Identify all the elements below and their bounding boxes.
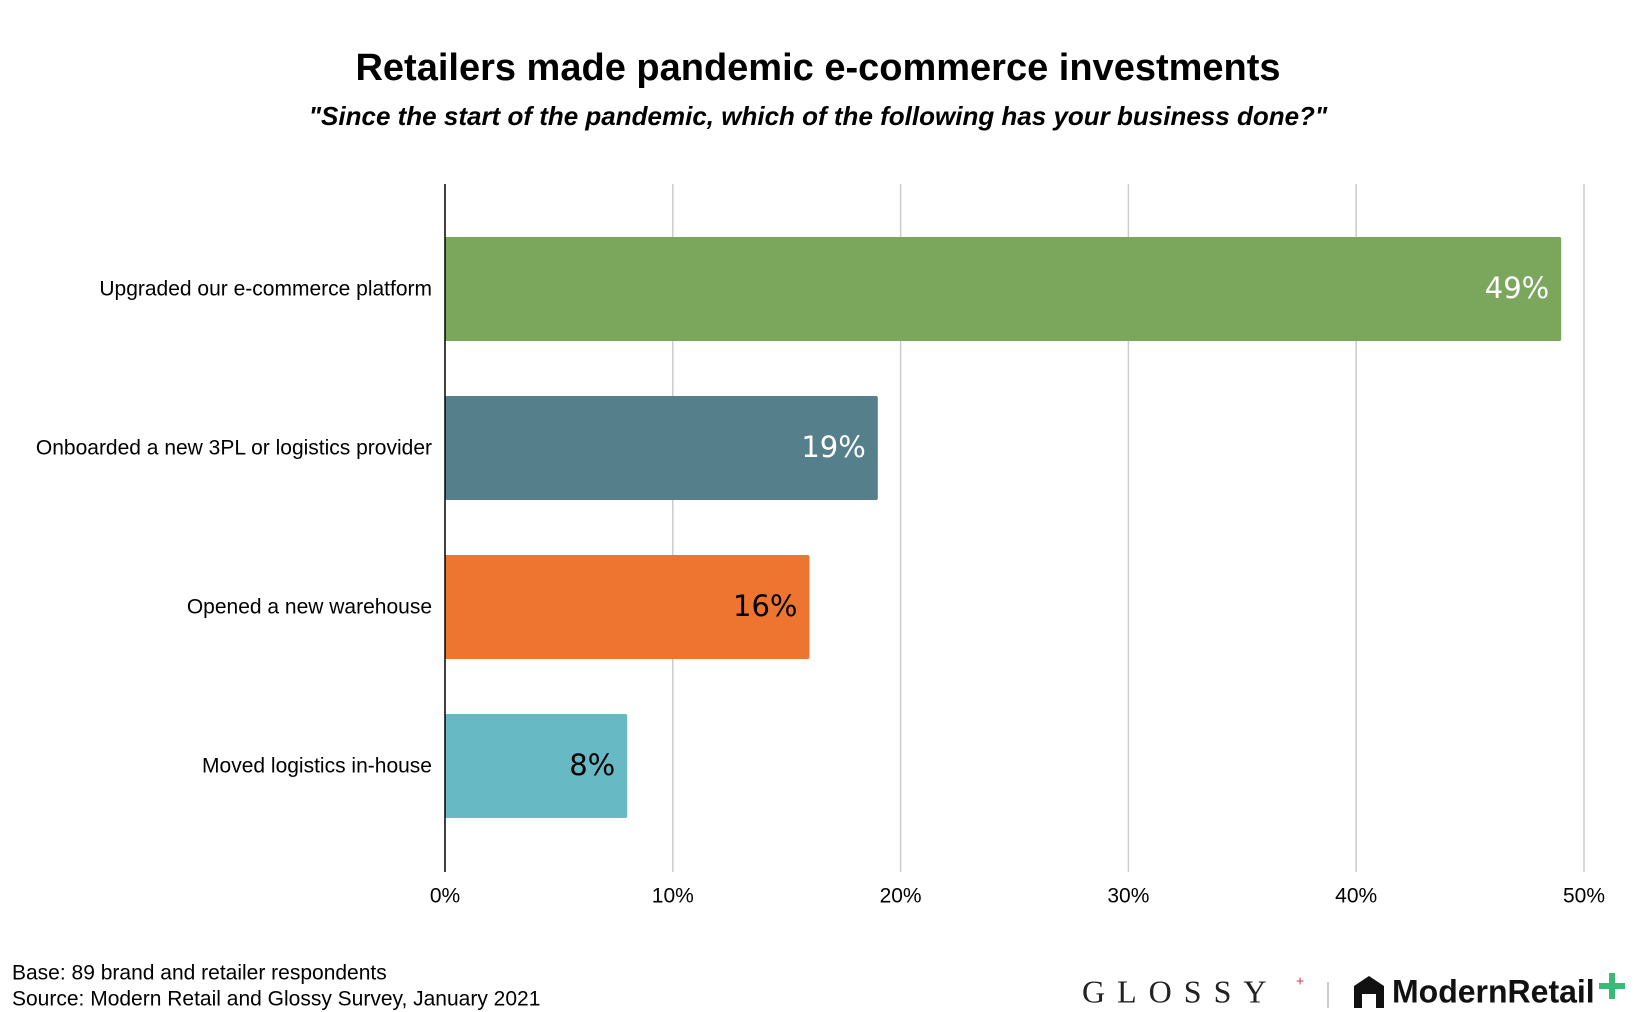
category-label: Upgraded our e-commerce platform bbox=[99, 277, 432, 301]
value-label: 8% bbox=[569, 748, 615, 782]
category-label: Moved logistics in-house bbox=[202, 754, 432, 778]
value-label: 19% bbox=[801, 430, 865, 464]
house-icon bbox=[1354, 976, 1384, 1008]
value-label: 49% bbox=[1485, 271, 1549, 305]
value-label: 16% bbox=[733, 589, 797, 623]
chart-title: Retailers made pandemic e-commerce inves… bbox=[355, 47, 1280, 89]
bar bbox=[445, 237, 1562, 341]
x-tick-label: 20% bbox=[880, 885, 922, 908]
logo-plus: + bbox=[1296, 973, 1304, 989]
brand-logo: GLOSSY bbox=[1082, 973, 1278, 1009]
logo-plus bbox=[1599, 973, 1625, 999]
bar bbox=[445, 714, 628, 818]
x-tick-label: 40% bbox=[1335, 885, 1377, 908]
x-tick-label: 50% bbox=[1563, 885, 1605, 908]
bar bbox=[445, 396, 878, 500]
note: Base: 89 brand and retailer respondents bbox=[12, 962, 387, 985]
brand-logo: ModernRetail bbox=[1392, 973, 1595, 1009]
x-tick-label: 10% bbox=[652, 885, 694, 908]
category-label: Onboarded a new 3PL or logistics provide… bbox=[35, 436, 432, 460]
bar bbox=[445, 555, 810, 659]
note: Source: Modern Retail and Glossy Survey,… bbox=[12, 988, 540, 1011]
chart-subtitle: "Since the start of the pandemic, which … bbox=[309, 101, 1328, 131]
x-tick-label: 30% bbox=[1107, 885, 1149, 908]
x-tick-label: 0% bbox=[430, 885, 460, 908]
category-label: Opened a new warehouse bbox=[186, 595, 432, 619]
